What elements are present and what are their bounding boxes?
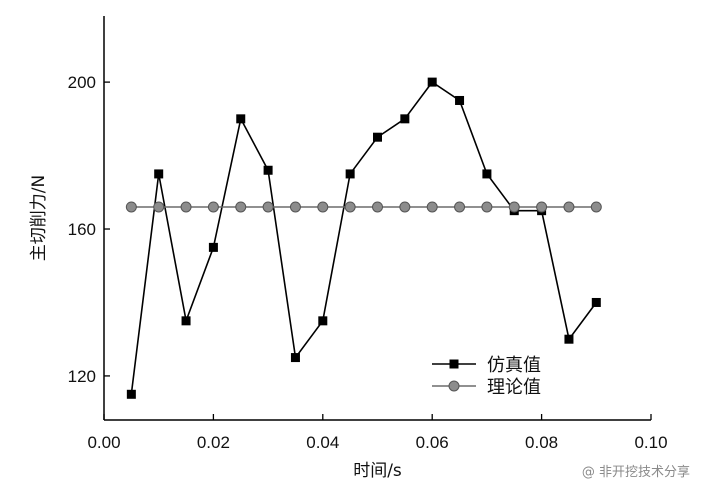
axes	[103, 16, 651, 421]
data-point	[125, 201, 137, 213]
series-line	[130, 81, 597, 395]
legend-label-simulated: 仿真值	[487, 355, 541, 376]
data-point	[154, 169, 164, 179]
data-point	[235, 201, 247, 213]
data-point	[563, 201, 575, 213]
data-point	[564, 334, 574, 344]
data-point	[153, 201, 165, 213]
data-point	[263, 165, 273, 175]
data-point	[181, 316, 191, 326]
data-point	[426, 201, 438, 213]
watermark: @ 非开挖技术分享	[582, 464, 690, 480]
legend-item-theoretical: 理论值	[432, 377, 541, 398]
data-point	[373, 132, 382, 142]
watermark-text: @ 非开挖技术分享	[582, 464, 690, 480]
data-point	[400, 114, 410, 124]
x-axis-title: 时间/s	[353, 461, 402, 481]
data-point	[591, 297, 601, 307]
data-point	[207, 201, 219, 213]
data-point	[372, 201, 383, 213]
data-point	[344, 201, 356, 213]
legend-label-theoretical: 理论值	[487, 377, 541, 398]
data-point	[482, 169, 492, 179]
x-tick-label: 0.08	[525, 433, 558, 452]
legend-marker-circle	[448, 380, 460, 392]
data-point	[318, 316, 328, 326]
series-simulated	[126, 77, 601, 399]
data-point	[455, 95, 465, 105]
x-tick-label: 0.04	[306, 433, 339, 452]
data-point	[290, 353, 300, 363]
legend-item-simulated: 仿真值	[432, 355, 541, 376]
data-point	[317, 201, 329, 213]
x-ticks: 0.00 0.02 0.04 0.06 0.08 0.10	[87, 414, 668, 452]
x-tick-label: 0.10	[634, 433, 667, 452]
data-point	[427, 77, 437, 87]
data-point	[590, 201, 602, 213]
data-point	[481, 201, 493, 213]
data-point	[508, 201, 520, 213]
y-tick-label: 160	[68, 220, 96, 239]
data-point	[536, 201, 548, 213]
data-point	[454, 201, 466, 213]
x-tick-label: 0.02	[197, 433, 230, 452]
y-axis-title: 主切削力/N	[29, 175, 49, 261]
data-point	[262, 201, 274, 213]
data-point	[180, 201, 192, 213]
data-point	[345, 169, 355, 179]
y-tick-label: 200	[68, 73, 96, 92]
x-tick-label: 0.00	[87, 433, 120, 452]
series-theoretical	[125, 201, 602, 213]
data-point	[399, 201, 411, 213]
data-point	[208, 242, 218, 252]
y-ticks: 120 160 200	[68, 73, 110, 386]
y-tick-label: 120	[68, 367, 96, 386]
legend-marker-square	[449, 359, 459, 369]
x-tick-label: 0.06	[416, 433, 449, 452]
data-point	[289, 201, 301, 213]
data-point	[236, 114, 246, 124]
data-point	[126, 389, 136, 399]
legend: 仿真值 理论值	[432, 355, 541, 398]
series-layer	[125, 77, 602, 399]
